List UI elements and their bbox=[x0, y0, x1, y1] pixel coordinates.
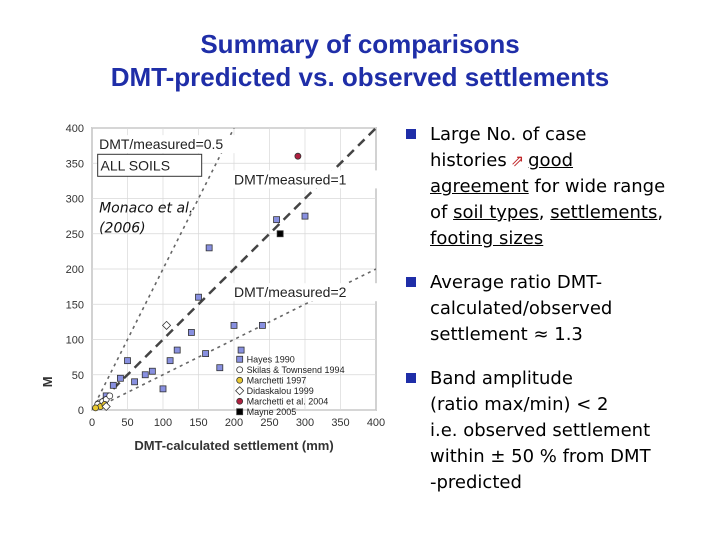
x-tick-label: 0 bbox=[89, 417, 95, 429]
x-tick-label: 250 bbox=[260, 417, 278, 429]
y-tick-label: 400 bbox=[66, 123, 84, 135]
b1-histories: histories bbox=[430, 150, 507, 171]
ratio-label-bg bbox=[97, 135, 244, 154]
ratio-label-bg bbox=[232, 170, 378, 189]
data-point bbox=[187, 329, 195, 336]
ratio-line-label: DMT/measured=2 bbox=[234, 284, 347, 300]
b3-line1: Band amplitude bbox=[430, 368, 573, 389]
all-soils-box bbox=[97, 153, 203, 177]
bullet-1: Large No. of case histories ⇗ good agreeme… bbox=[400, 122, 718, 252]
b1-soil-types: soil types bbox=[453, 202, 539, 223]
x-tick-label: 100 bbox=[154, 417, 172, 429]
data-point bbox=[148, 367, 156, 375]
ratio-line-label: DMT/measured=1 bbox=[234, 171, 347, 187]
legend-entry: Marchetti 1997 bbox=[247, 376, 307, 386]
b3-line4: within ± 50 % from DMT bbox=[430, 446, 651, 467]
x-tick-label: 400 bbox=[367, 417, 385, 429]
y-tick-label: 250 bbox=[66, 229, 84, 241]
data-point bbox=[258, 321, 266, 329]
citation-line1: Monaco et al. bbox=[99, 201, 193, 217]
legend-marker bbox=[236, 366, 244, 374]
y-tick-label: 100 bbox=[66, 335, 84, 347]
all-soils-label: ALL SOILS bbox=[101, 157, 171, 173]
data-point bbox=[101, 401, 111, 412]
y-axis-label: M bbox=[40, 376, 55, 387]
data-point bbox=[173, 346, 181, 354]
x-tick-label: 200 bbox=[225, 417, 243, 429]
data-point bbox=[159, 385, 167, 393]
x-tick-label: 300 bbox=[296, 417, 314, 429]
b1-settlements: settlements bbox=[550, 202, 658, 223]
legend-entry: Skilas & Townsend 1994 bbox=[247, 365, 345, 375]
data-point bbox=[195, 293, 202, 301]
ratio-label-bg bbox=[232, 283, 378, 302]
legend-entry: Mayne 2005 bbox=[247, 407, 297, 417]
bullet-3: Band amplitude (ratio max/min) < 2 i.e. … bbox=[400, 366, 718, 496]
data-point bbox=[92, 404, 99, 412]
b2-line2: calculated/observed bbox=[430, 298, 613, 319]
data-point bbox=[124, 357, 131, 365]
settlement-scatter-chart: 0 50 100 150 200 250 300 350 400 0 50 100 150 200 250 3… bbox=[40, 123, 385, 453]
legend-entry: Hayes 1990 bbox=[247, 355, 295, 365]
legend-entry: Didaskalou 1999 bbox=[247, 386, 314, 396]
data-point bbox=[131, 378, 138, 386]
data-point bbox=[117, 374, 124, 382]
b1-of: of bbox=[430, 202, 454, 223]
page-title: Summary of comparisons bbox=[200, 29, 520, 59]
b2-line1: Average ratio DMT- bbox=[430, 272, 603, 293]
data-point bbox=[301, 212, 309, 220]
data-point bbox=[205, 244, 213, 252]
b1-agreement: agreement bbox=[430, 176, 529, 197]
data-point bbox=[106, 392, 114, 400]
x-tick-label: 50 bbox=[121, 417, 133, 429]
b3-line3: i.e. observed settlement bbox=[430, 420, 651, 441]
legend-marker bbox=[236, 408, 244, 416]
y-tick-label: 300 bbox=[66, 194, 84, 206]
y-tick-label: 350 bbox=[66, 158, 84, 170]
ratio-line-label: DMT/measured=0.5 bbox=[99, 136, 223, 152]
data-point bbox=[273, 216, 281, 224]
x-tick-label: 350 bbox=[331, 417, 349, 429]
legend-marker bbox=[236, 397, 244, 405]
legend-marker bbox=[236, 355, 244, 363]
data-point bbox=[294, 152, 302, 160]
b2-line3: settlement ≈ 1.3 bbox=[430, 324, 583, 345]
data-point bbox=[216, 364, 224, 372]
legend-entry: Marchetti et al. 2004 bbox=[247, 397, 329, 407]
y-tick-label: 0 bbox=[78, 405, 84, 417]
data-point bbox=[141, 371, 149, 379]
data-point bbox=[161, 320, 172, 330]
legend-marker bbox=[236, 376, 244, 384]
data-point bbox=[237, 346, 245, 354]
y-tick-label: 150 bbox=[66, 299, 84, 311]
data-point bbox=[230, 321, 238, 329]
bullet-list: Large No. of case histories ⇗ good agreeme… bbox=[400, 122, 718, 514]
b1-text: Large No. of case bbox=[430, 124, 587, 145]
page-subtitle: DMT-predicted vs. observed settlements bbox=[110, 62, 610, 92]
implies-arrow-icon: ⇗ bbox=[510, 151, 525, 170]
data-point bbox=[109, 381, 117, 389]
x-tick-label: 150 bbox=[189, 417, 207, 429]
data-point bbox=[166, 357, 174, 365]
bullet-square-icon bbox=[406, 373, 416, 383]
bullet-2: Average ratio DMT- calculated/observed s… bbox=[400, 270, 718, 348]
bullet-square-icon bbox=[406, 129, 416, 139]
legend-marker bbox=[235, 386, 245, 396]
citation-line2: (2006) bbox=[99, 220, 146, 236]
b1-comma-2: , bbox=[657, 202, 664, 223]
b3-line2: (ratio max/min) < 2 bbox=[430, 394, 609, 415]
data-point bbox=[276, 230, 284, 238]
b1-wide-range: for wide range bbox=[528, 176, 666, 197]
b1-comma: , bbox=[538, 202, 551, 223]
data-point bbox=[202, 350, 210, 358]
x-axis-label: DMT-calculated settlement (mm) bbox=[134, 438, 333, 453]
b3-line5: -predicted bbox=[430, 472, 522, 493]
y-tick-label: 200 bbox=[66, 264, 84, 276]
b1-footing-sizes: footing sizes bbox=[430, 228, 544, 249]
y-tick-label: 50 bbox=[72, 370, 84, 382]
b1-good: good bbox=[528, 150, 574, 171]
bullet-square-icon bbox=[406, 277, 416, 287]
